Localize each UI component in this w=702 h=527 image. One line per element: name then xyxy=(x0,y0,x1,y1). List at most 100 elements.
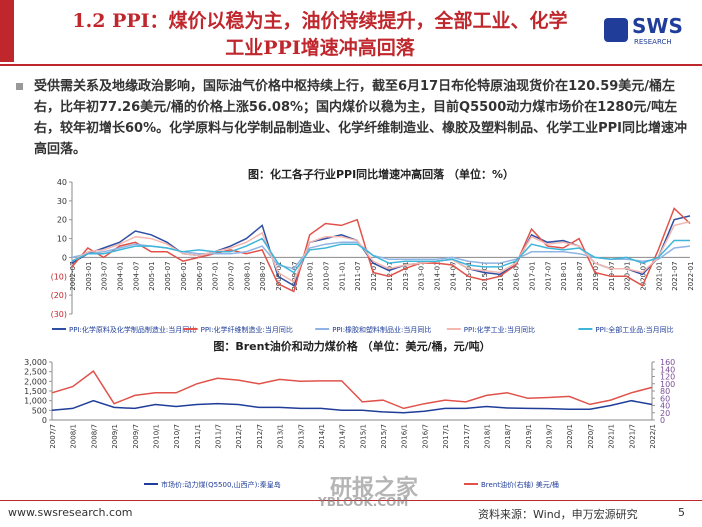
x-tick-label: 2016/1 xyxy=(401,424,409,449)
x-tick-label: 2003-01 xyxy=(85,261,93,290)
x-tick-label: 2009/1 xyxy=(111,424,119,449)
y2-tick-label: 80 xyxy=(660,387,670,396)
x-tick-label: 2011/1 xyxy=(194,424,202,449)
x-tick-label: 2019/7 xyxy=(546,424,554,449)
x-tick-label: 2021-01 xyxy=(655,261,663,290)
series-line xyxy=(51,399,653,414)
y-tick-label: 20 xyxy=(57,216,67,225)
x-tick-label: 2008-01 xyxy=(243,261,251,290)
x-tick-label: 2002-07 xyxy=(69,261,77,290)
x-tick-label: 2013-01 xyxy=(402,261,410,290)
y-tick-label: 30 xyxy=(57,197,67,206)
x-tick-label: 2022-01 xyxy=(687,261,695,290)
x-tick-label: 2004-07 xyxy=(132,261,140,290)
x-tick-label: 2007-01 xyxy=(212,261,220,290)
y-tick-label: 1,500 xyxy=(24,387,47,396)
legend-label: PPI:化学纤维制造业:当月同比 xyxy=(201,325,293,334)
x-tick-label: 2019-01 xyxy=(592,261,600,290)
x-tick-label: 2015-07 xyxy=(481,261,489,290)
header-rule xyxy=(0,64,702,66)
y-tick-label: 500 xyxy=(32,406,47,415)
x-tick-label: 2018/1 xyxy=(483,424,491,449)
watermark-url: YBLOOK.COM xyxy=(318,495,409,509)
y-tick-label: 2,000 xyxy=(24,377,47,386)
footer-source: 资料来源：Wind，申万宏源研究 xyxy=(478,508,638,521)
chart-title: 图：Brent油价和动力煤价格 （单位：美元/桶，元/吨） xyxy=(213,339,490,353)
legend-label: PPI:化学原料及化学制品制造业:当月同比 xyxy=(69,325,196,334)
logo-sub: RESEARCH xyxy=(634,38,672,46)
x-tick-label: 2012/1 xyxy=(235,424,243,449)
x-tick-label: 2021-07 xyxy=(671,261,679,290)
x-tick-label: 2008/7 xyxy=(90,424,98,449)
x-tick-label: 2015/7 xyxy=(380,424,388,449)
x-tick-label: 2006-07 xyxy=(196,261,204,290)
x-tick-label: 2020/1 xyxy=(566,424,574,449)
x-tick-label: 2011-01 xyxy=(338,261,346,290)
y-tick-label: 3,000 xyxy=(24,358,47,367)
x-tick-label: 2019/1 xyxy=(525,424,533,449)
footer-url: www.swsresearch.com xyxy=(8,506,133,519)
x-tick-label: 2003-07 xyxy=(101,261,109,290)
x-tick-label: 2010-07 xyxy=(323,261,331,290)
x-tick-label: 2018/7 xyxy=(504,424,512,449)
x-tick-label: 2005-01 xyxy=(148,261,156,290)
x-tick-label: 2008-07 xyxy=(259,261,267,290)
y-tick-label: 0 xyxy=(62,253,67,262)
x-tick-label: 2008/1 xyxy=(70,424,78,449)
y2-tick-label: 100 xyxy=(660,380,675,389)
x-tick-label: 2006-01 xyxy=(180,261,188,290)
x-tick-label: 2020-07 xyxy=(639,261,647,290)
x-tick-label: 2013/7 xyxy=(297,424,305,449)
x-tick-label: 2018-07 xyxy=(576,261,584,290)
legend-label: PPI:全部工业品:当月同比 xyxy=(595,325,673,334)
legend-label: Brent油价(右轴) 美元/桶 xyxy=(481,480,559,489)
y-tick-label: (30) xyxy=(51,310,67,319)
x-tick-label: 2017-01 xyxy=(529,261,537,290)
x-tick-label: 2014-01 xyxy=(433,261,441,290)
paragraph: 受供需关系及地缘政治影响，国际油气价格中枢持续上行，截至6月17日布伦特原油现货… xyxy=(34,79,688,157)
x-tick-label: 2011-07 xyxy=(354,261,362,290)
x-tick-label: 2012-01 xyxy=(370,261,378,290)
x-tick-label: 2021/7 xyxy=(628,424,636,449)
x-tick-label: 2020/7 xyxy=(587,424,595,449)
x-tick-label: 2016/7 xyxy=(421,424,429,449)
y-tick-label: 0 xyxy=(42,416,47,425)
x-tick-label: 2005-07 xyxy=(164,261,172,290)
x-tick-label: 2016-07 xyxy=(513,261,521,290)
y-tick-label: 2,500 xyxy=(24,368,47,377)
slide-title: 工业PPI增速冲高回落 xyxy=(225,37,415,59)
page-number: 5 xyxy=(678,506,685,519)
x-tick-label: 2009/7 xyxy=(132,424,140,449)
y2-tick-label: 140 xyxy=(660,365,675,374)
x-tick-label: 2021/1 xyxy=(608,424,616,449)
x-tick-label: 2010/1 xyxy=(152,424,160,449)
y2-tick-label: 60 xyxy=(660,394,670,403)
x-tick-label: 2010-01 xyxy=(307,261,315,290)
footer-rule xyxy=(0,500,702,501)
bullet xyxy=(16,83,23,90)
watermark: 研报之家 xyxy=(330,476,419,501)
chart-title: 图：化工各子行业PPI同比增速冲高回落 （单位：%） xyxy=(248,167,514,181)
y2-tick-label: 160 xyxy=(660,358,675,367)
x-tick-label: 2022/1 xyxy=(649,424,657,449)
header-bar xyxy=(0,0,14,62)
x-tick-label: 2014/1 xyxy=(318,424,326,449)
y-tick-label: (10) xyxy=(51,272,67,281)
series-line xyxy=(51,370,653,410)
y2-tick-label: 120 xyxy=(660,373,675,382)
y-tick-label: 1,000 xyxy=(24,397,47,406)
x-tick-label: 2012/7 xyxy=(256,424,264,449)
x-tick-label: 2009-07 xyxy=(291,261,299,290)
x-tick-label: 2011/7 xyxy=(215,424,223,449)
logo: SWS xyxy=(632,14,683,38)
x-tick-label: 2013-07 xyxy=(418,261,426,290)
series-line xyxy=(71,220,691,283)
legend-label: PPI:橡胶和塑料制品业:当月同比 xyxy=(332,325,431,334)
legend-label: 市场价:动力煤(Q5500,山西产):秦皇岛 xyxy=(161,480,281,489)
x-tick-label: 2014-07 xyxy=(449,261,457,290)
x-tick-label: 2013/1 xyxy=(277,424,285,449)
y2-tick-label: 0 xyxy=(660,416,665,425)
legend-label: PPI:化学工业:当月同比 xyxy=(464,325,535,334)
